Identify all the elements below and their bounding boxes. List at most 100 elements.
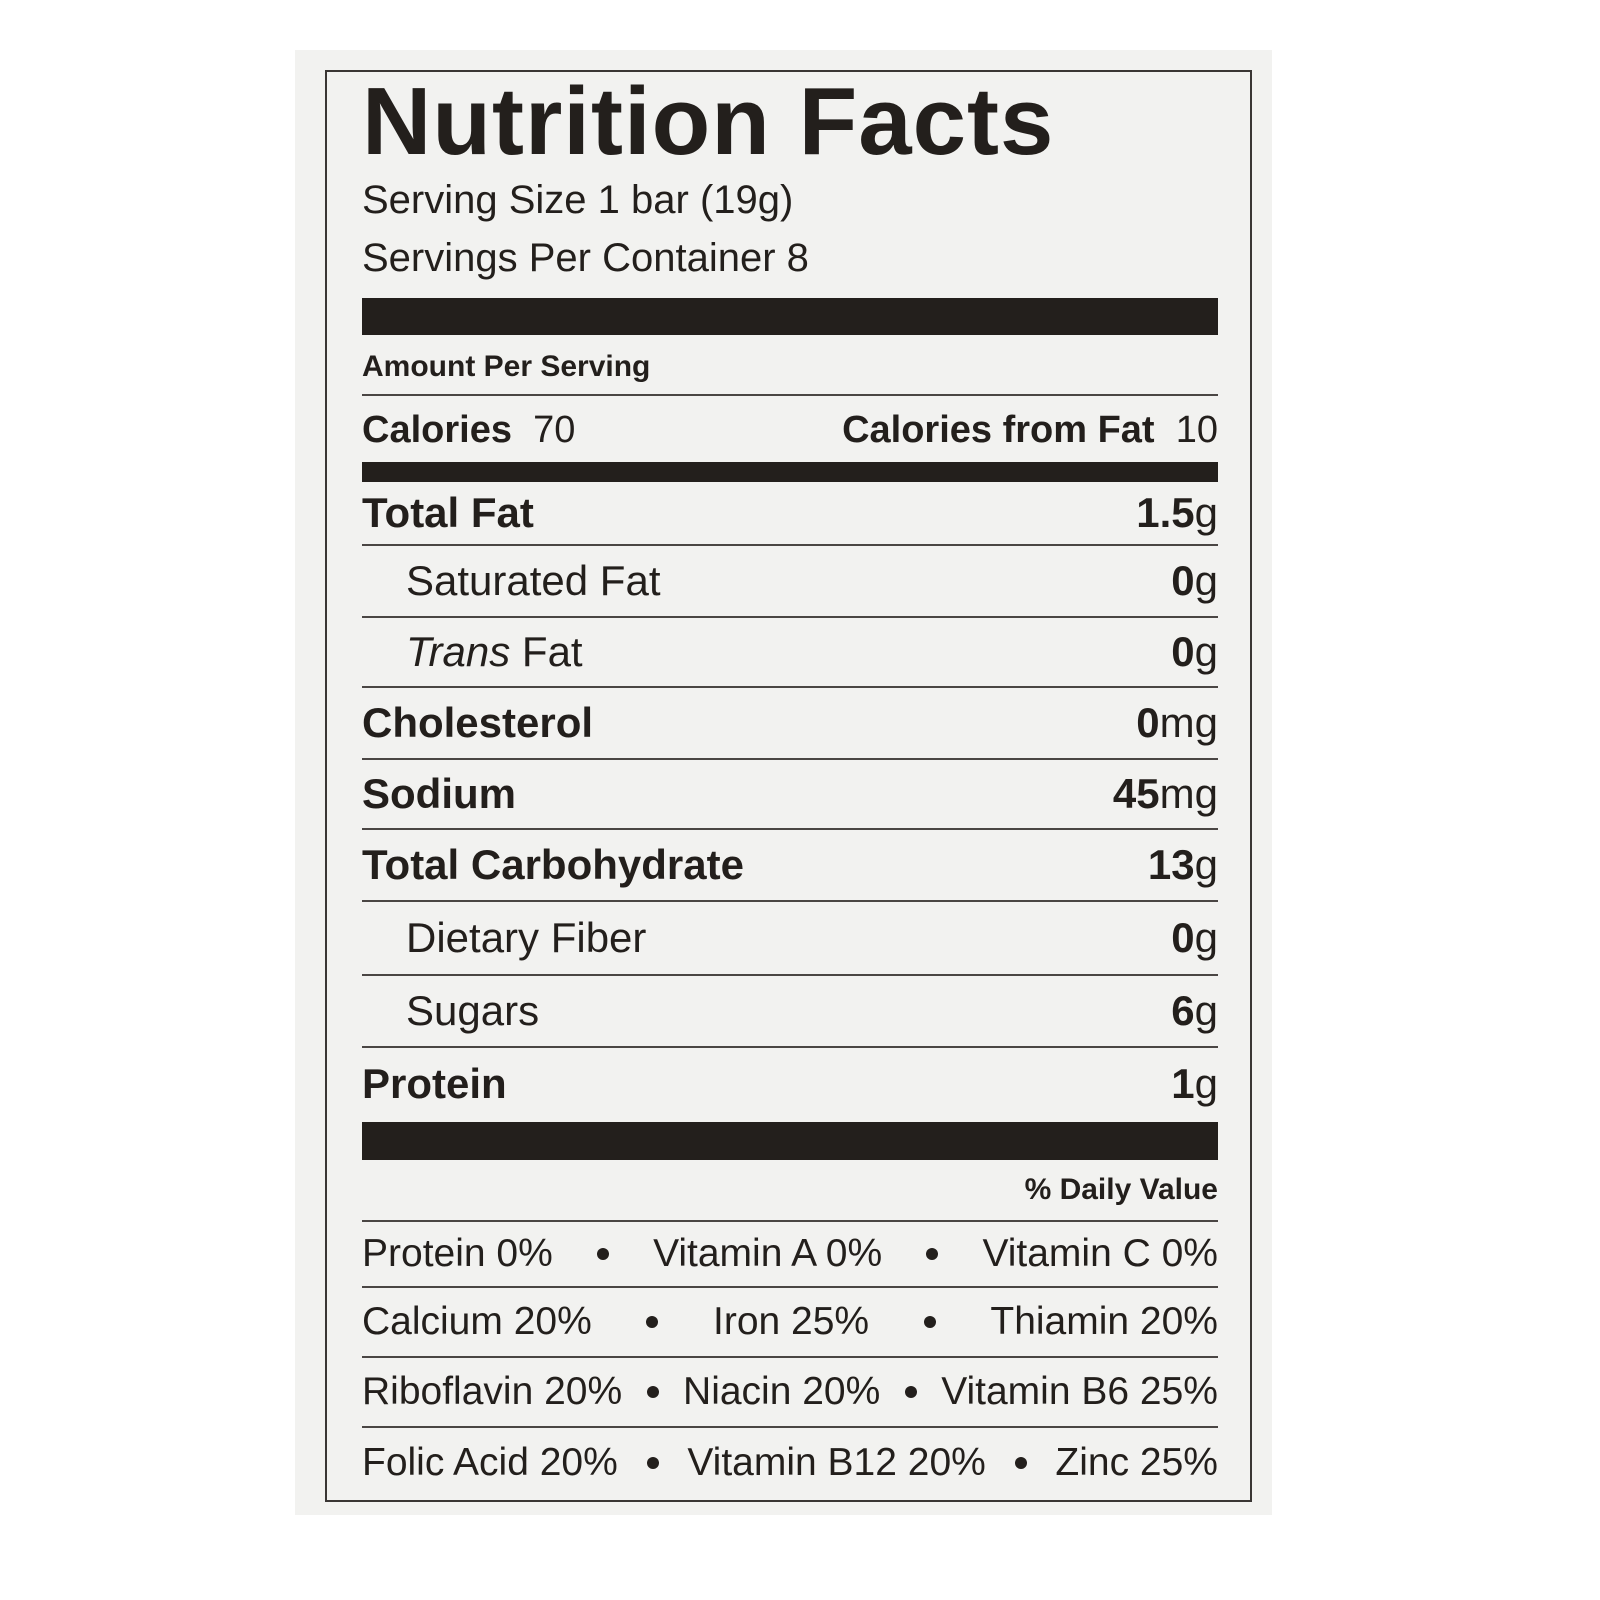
- nutrient-label: Sodium: [362, 770, 516, 818]
- thick-rule: [362, 1122, 1218, 1160]
- vitamin-item: Thiamin 20%: [990, 1300, 1218, 1343]
- amount-value: 0: [1171, 628, 1195, 675]
- nutrient-label: Total Carbohydrate: [362, 841, 744, 889]
- vitamin-item: Zinc 25%: [1055, 1441, 1218, 1484]
- nutrient-list: Total Fat 1.5g Saturated Fat 0g Trans Fat 0g C…: [362, 482, 1218, 1120]
- amount-per-serving: Amount Per Serving: [362, 350, 651, 383]
- amount-unit: g: [1194, 557, 1218, 604]
- nutrient-label: Total Fat: [362, 489, 534, 537]
- amount-value: 13: [1147, 841, 1195, 888]
- amount-unit: mg: [1159, 699, 1218, 746]
- amount-unit: mg: [1159, 770, 1218, 817]
- vitamin-item: Riboflavin 20%: [362, 1370, 623, 1413]
- vitamin-item: Folic Acid 20%: [362, 1441, 618, 1484]
- calories-from-fat: Calories from Fat 10: [842, 409, 1218, 452]
- daily-value-header: % Daily Value: [1024, 1173, 1218, 1206]
- bullet: [646, 1386, 659, 1398]
- nutrient-label-text: Fat: [521, 628, 583, 675]
- amount-value: 6: [1171, 987, 1195, 1034]
- serving-size: Serving Size 1 bar (19g): [362, 178, 794, 222]
- medium-rule: [362, 462, 1218, 482]
- vitamin-row: Protein 0% Vitamin A 0% Vitamin C 0%: [362, 1222, 1218, 1288]
- vitamin-list: Protein 0% Vitamin A 0% Vitamin C 0% Calciu…: [362, 1222, 1218, 1498]
- servings-per-container: Servings Per Container 8: [362, 236, 809, 280]
- amount-unit: g: [1194, 841, 1218, 888]
- bullet: [926, 1248, 939, 1260]
- nutrient-row: Dietary Fiber 0g: [362, 902, 1218, 976]
- amount-value: 0: [1171, 914, 1195, 961]
- nutrient-label: Saturated Fat: [362, 557, 660, 605]
- nutrient-label: Sugars: [362, 987, 539, 1035]
- nutrient-label: Cholesterol: [362, 699, 593, 747]
- vitamin-item: Calcium 20%: [362, 1300, 592, 1343]
- vitamin-item: Iron 25%: [713, 1300, 870, 1343]
- nutrient-row: Trans Fat 0g: [362, 618, 1218, 688]
- vitamin-item: Vitamin C 0%: [982, 1232, 1218, 1275]
- bullet: [646, 1457, 659, 1469]
- nutrient-label-text: Protein: [362, 1060, 507, 1107]
- calories-label: Calories: [362, 408, 512, 451]
- nutrient-row: Total Carbohydrate 13g: [362, 830, 1218, 902]
- vitamin-row: Riboflavin 20% Niacin 20% Vitamin B6 25%: [362, 1358, 1218, 1428]
- vitamin-item: Niacin 20%: [683, 1370, 881, 1413]
- vitamin-row: Folic Acid 20% Vitamin B12 20% Zinc 25%: [362, 1428, 1218, 1498]
- bullet: [923, 1316, 936, 1328]
- nutrient-row: Sodium 45mg: [362, 760, 1218, 830]
- amount-value: 1: [1171, 1060, 1195, 1107]
- nutrient-label-text: Total Fat: [362, 489, 534, 536]
- calories-row: Calories 70 Calories from Fat 10: [362, 398, 1218, 462]
- nutrient-amount: 13g: [1148, 841, 1218, 889]
- label-background: [295, 50, 1272, 1515]
- nutrient-label: Trans Fat: [362, 628, 583, 676]
- bullet: [1014, 1457, 1027, 1469]
- calories-from-fat-value: 10: [1175, 408, 1218, 451]
- thick-rule: [362, 298, 1218, 335]
- nutrient-amount: 45mg: [1113, 770, 1218, 818]
- nutrient-amount: 0g: [1171, 557, 1218, 605]
- nutrient-label-italic: Trans: [406, 628, 511, 675]
- vitamin-item: Protein 0%: [362, 1232, 553, 1275]
- nutrient-row: Sugars 6g: [362, 976, 1218, 1048]
- bullet: [646, 1316, 659, 1328]
- nutrient-amount: 1g: [1171, 1060, 1218, 1108]
- nutrient-label-text: Dietary Fiber: [406, 914, 647, 961]
- bullet: [596, 1248, 609, 1260]
- nutrient-row: Protein 1g: [362, 1048, 1218, 1120]
- calories-from-fat-label: Calories from Fat: [842, 408, 1155, 451]
- nutrient-row: Saturated Fat 0g: [362, 546, 1218, 618]
- nutrient-label-text: Sodium: [362, 770, 516, 817]
- amount-value: 1.5: [1136, 489, 1195, 536]
- amount-unit: g: [1194, 987, 1218, 1034]
- title: Nutrition Facts: [362, 68, 1055, 175]
- nutrient-label: Dietary Fiber: [362, 914, 646, 962]
- nutrient-label-text: Sugars: [406, 987, 540, 1034]
- amount-value: 45: [1112, 770, 1160, 817]
- nutrient-label-text: Cholesterol: [362, 699, 594, 746]
- vitamin-item: Vitamin B6 25%: [941, 1370, 1218, 1413]
- nutrient-amount: 0mg: [1136, 699, 1218, 747]
- calories: Calories 70: [362, 409, 575, 452]
- amount-unit: g: [1194, 489, 1218, 536]
- nutrient-amount: 6g: [1171, 987, 1218, 1035]
- amount-value: 0: [1171, 557, 1195, 604]
- amount-row: Amount Per Serving: [362, 340, 1218, 396]
- nutrient-row: Cholesterol 0mg: [362, 688, 1218, 760]
- vitamin-item: Vitamin B12 20%: [687, 1441, 986, 1484]
- vitamin-item: Vitamin A 0%: [653, 1232, 883, 1275]
- nutrient-label: Protein: [362, 1060, 507, 1108]
- nutrient-row: Total Fat 1.5g: [362, 482, 1218, 546]
- vitamin-row: Calcium 20% Iron 25% Thiamin 20%: [362, 1288, 1218, 1358]
- amount-unit: g: [1194, 1060, 1218, 1107]
- nutrient-amount: 0g: [1171, 628, 1218, 676]
- nutrient-label-text: Total Carbohydrate: [362, 841, 744, 888]
- amount-value: 0: [1136, 699, 1160, 746]
- calories-value: 70: [533, 408, 576, 451]
- amount-unit: g: [1194, 914, 1218, 961]
- nutrient-amount: 1.5g: [1136, 489, 1218, 537]
- daily-value-row: % Daily Value: [362, 1160, 1218, 1222]
- amount-unit: g: [1194, 628, 1218, 675]
- nutrient-amount: 0g: [1171, 914, 1218, 962]
- nutrient-label-text: Saturated Fat: [406, 557, 661, 604]
- label-border: [325, 70, 1252, 1502]
